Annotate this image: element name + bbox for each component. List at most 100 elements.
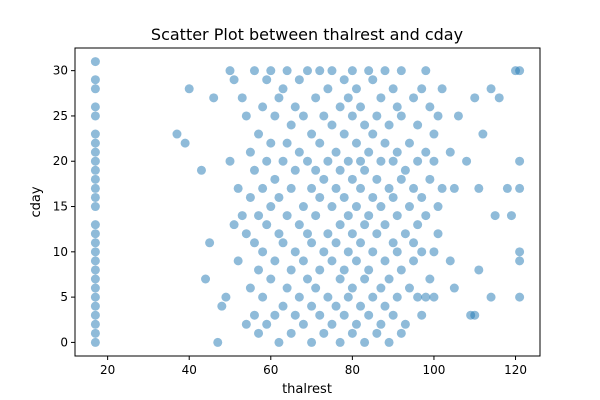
data-point [388, 310, 398, 320]
data-point [311, 283, 321, 293]
data-point [400, 165, 410, 175]
data-point [421, 292, 431, 302]
data-point [274, 337, 284, 347]
data-point [364, 147, 374, 157]
data-point [290, 247, 300, 257]
data-point [286, 328, 296, 338]
data-point [449, 183, 459, 193]
data-point [351, 256, 361, 266]
data-point [270, 111, 280, 121]
data-point [490, 211, 500, 221]
data-point [327, 120, 337, 130]
data-point [392, 102, 402, 112]
data-point [486, 292, 496, 302]
y-axis: 0 5 10 15 20 25 30 [53, 64, 75, 349]
data-point [225, 66, 235, 76]
data-point [90, 156, 100, 166]
data-point [335, 102, 345, 112]
data-point [254, 328, 264, 338]
data-point [90, 274, 100, 284]
data-point [376, 202, 386, 212]
data-point [319, 111, 329, 121]
data-point [319, 174, 329, 184]
data-point [90, 310, 100, 320]
data-point [462, 156, 472, 166]
data-point [388, 192, 398, 202]
data-point [486, 84, 496, 94]
data-point [351, 319, 361, 329]
data-point [425, 274, 435, 284]
data-point [445, 147, 455, 157]
data-point [331, 183, 341, 193]
data-point [343, 93, 353, 103]
data-point [392, 147, 402, 157]
data-point [347, 229, 357, 239]
data-point [372, 328, 382, 338]
data-point [90, 84, 100, 94]
data-point [270, 310, 280, 320]
data-point [392, 292, 402, 302]
data-point [229, 75, 239, 85]
data-point [421, 211, 431, 221]
data-point [347, 174, 357, 184]
data-point [258, 102, 268, 112]
data-point [282, 138, 292, 148]
data-point [376, 93, 386, 103]
data-point [384, 183, 394, 193]
y-tick-label: 15 [53, 200, 68, 214]
data-point [474, 183, 484, 193]
data-point [254, 265, 264, 275]
data-point [413, 292, 423, 302]
x-tick-label: 60 [263, 363, 278, 377]
data-point [396, 174, 406, 184]
data-point [396, 265, 406, 275]
data-point [213, 337, 223, 347]
data-point [201, 274, 211, 284]
data-point [368, 75, 378, 85]
data-point [400, 229, 410, 239]
data-point [404, 138, 414, 148]
data-point [396, 66, 406, 76]
data-point [172, 129, 182, 139]
data-point [335, 165, 345, 175]
data-point [515, 66, 525, 76]
chart-title: Scatter Plot between thalrest and cday [151, 25, 463, 44]
data-point [90, 192, 100, 202]
data-point [506, 211, 516, 221]
data-point [413, 120, 423, 130]
data-point [380, 138, 390, 148]
data-point [356, 238, 366, 248]
y-tick-label: 5 [60, 290, 68, 304]
data-point [396, 328, 406, 338]
data-point [474, 265, 484, 275]
data-point [445, 256, 455, 266]
data-point [303, 274, 312, 284]
data-point [335, 337, 345, 347]
data-point [290, 102, 300, 112]
data-point [258, 183, 268, 193]
data-point [392, 247, 402, 257]
data-point [307, 129, 317, 139]
data-point [360, 220, 370, 230]
data-point [515, 183, 525, 193]
data-point [90, 265, 100, 275]
data-point [282, 211, 292, 221]
data-point [331, 238, 341, 248]
data-point [351, 84, 361, 94]
data-point [384, 274, 394, 284]
data-point [339, 310, 349, 320]
data-point [278, 156, 288, 166]
data-point [205, 238, 215, 248]
data-point [315, 265, 325, 275]
data-point [90, 283, 100, 293]
data-point [229, 220, 239, 230]
data-point [400, 319, 410, 329]
data-point [90, 129, 100, 139]
data-point [311, 211, 321, 221]
data-point [286, 120, 296, 130]
data-point [311, 93, 321, 103]
data-point [90, 174, 100, 184]
data-point [315, 138, 325, 148]
data-point [404, 202, 414, 212]
data-point [331, 147, 341, 157]
